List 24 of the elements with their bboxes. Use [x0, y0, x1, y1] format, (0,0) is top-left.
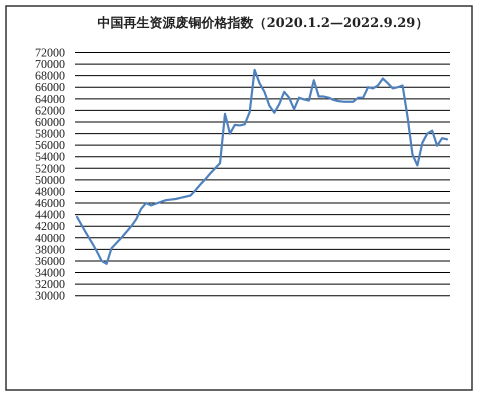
chart-title: 中国再生资源废铜价格指数（2020.1.2—2022.9.29） [98, 15, 428, 31]
y-tick-label: 32000 [35, 277, 65, 292]
y-tick-label: 42000 [35, 219, 65, 234]
y-tick-label: 58000 [35, 126, 65, 141]
y-tick-label: 48000 [35, 184, 65, 198]
y-tick-label: 52000 [35, 161, 65, 176]
y-tick-label: 34000 [35, 266, 65, 280]
y-tick-label: 46000 [35, 196, 65, 210]
y-tick-label: 36000 [35, 254, 65, 268]
y-tick-label: 64000 [35, 92, 65, 106]
y-tick-label: 54000 [35, 150, 65, 164]
y-tick-label: 40000 [35, 230, 65, 245]
y-tick-label: 60000 [35, 114, 65, 129]
y-tick-label: 72000 [35, 46, 65, 60]
y-tick-label: 44000 [35, 208, 65, 222]
line-series [76, 68, 448, 265]
y-tick-label: 70000 [35, 57, 65, 72]
y-tick-label: 68000 [35, 68, 65, 83]
y-tick-label: 62000 [35, 103, 65, 118]
y-tick-label: 38000 [35, 242, 65, 256]
y-tick-label: 30000 [35, 288, 65, 303]
y-tick-label: 56000 [35, 138, 65, 152]
y-tick-label: 50000 [35, 172, 65, 187]
y-tick-label: 66000 [35, 80, 65, 94]
